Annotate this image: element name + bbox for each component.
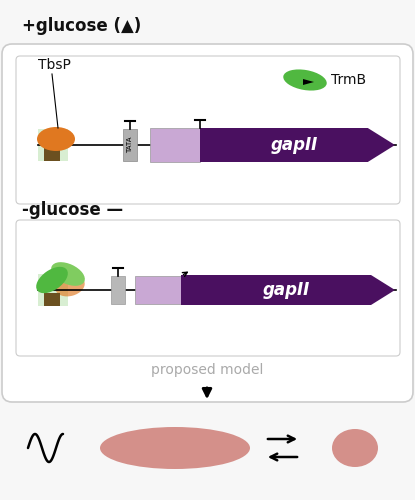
Polygon shape [303, 79, 314, 85]
Ellipse shape [55, 276, 85, 296]
Ellipse shape [37, 127, 75, 151]
Text: gapII: gapII [262, 281, 310, 299]
Text: TbsP: TbsP [38, 58, 71, 72]
FancyBboxPatch shape [16, 220, 400, 356]
Text: TrmB: TrmB [331, 73, 366, 87]
Bar [44, 293, 60, 306]
Bar [38, 274, 68, 306]
Polygon shape [200, 128, 395, 162]
Text: gapII: gapII [270, 136, 317, 154]
Ellipse shape [42, 136, 66, 150]
Ellipse shape [100, 427, 250, 469]
Ellipse shape [36, 267, 68, 293]
Bar [135, 276, 181, 304]
Text: +glucose (▲): +glucose (▲) [22, 17, 141, 35]
Bar [44, 148, 60, 161]
Bar [38, 129, 68, 161]
Ellipse shape [51, 262, 85, 286]
Ellipse shape [332, 429, 378, 467]
Ellipse shape [283, 70, 327, 90]
Bar [111, 276, 125, 304]
Bar [150, 128, 200, 162]
FancyBboxPatch shape [16, 56, 400, 204]
Polygon shape [181, 275, 395, 305]
Text: proposed model: proposed model [151, 363, 263, 377]
Bar [123, 129, 137, 161]
Text: -glucose —: -glucose — [22, 201, 123, 219]
Text: TATA: TATA [127, 136, 133, 153]
FancyBboxPatch shape [2, 44, 413, 402]
